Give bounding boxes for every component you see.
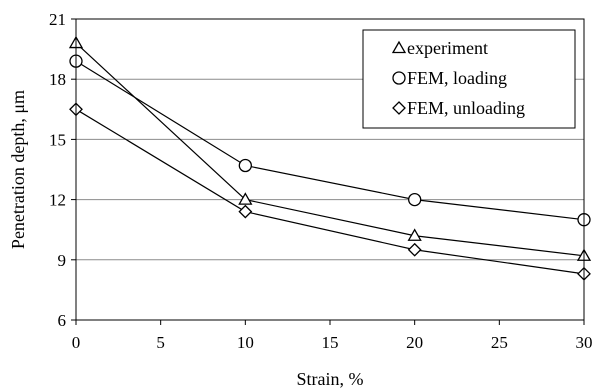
x-tick-label: 5 xyxy=(156,333,165,352)
legend-label: experiment xyxy=(407,38,488,58)
data-point-triangle xyxy=(407,228,422,241)
data-point-circle xyxy=(408,192,422,207)
series-diamond xyxy=(69,102,591,281)
y-tick-label: 12 xyxy=(49,191,66,210)
series-line xyxy=(75,60,585,221)
legend-marker-diamond xyxy=(392,101,406,115)
legend-marker-circle xyxy=(392,71,406,85)
ticks: 6 9 12 15 18 21 0 5 10 15 20 25 30 xyxy=(49,10,593,352)
legend-marker-triangle xyxy=(391,40,407,54)
data-point-diamond xyxy=(238,204,253,219)
x-axis-title: Strain, % xyxy=(297,369,364,389)
legend-label: FEM, unloading xyxy=(407,98,525,118)
x-tick-label: 20 xyxy=(406,333,423,352)
x-tick-label: 25 xyxy=(491,333,508,352)
y-tick-label: 6 xyxy=(58,311,67,330)
x-tick-label: 0 xyxy=(72,333,81,352)
legend-label: FEM, loading xyxy=(407,68,507,88)
data-point-diamond xyxy=(407,242,422,257)
data-point-triangle xyxy=(238,192,253,205)
y-tick-label: 21 xyxy=(49,10,66,29)
y-axis-title: Penetration depth, μm xyxy=(8,90,28,249)
y-tick-label: 9 xyxy=(58,251,67,270)
data-point-circle xyxy=(238,158,252,173)
y-tick-label: 15 xyxy=(49,130,66,149)
y-tick-label: 18 xyxy=(49,70,66,89)
x-tick-label: 15 xyxy=(322,333,339,352)
x-tick-label: 30 xyxy=(576,333,593,352)
series-line xyxy=(75,42,585,257)
legend: experiment FEM, loading FEM, unloading xyxy=(362,29,576,129)
x-tick-label: 10 xyxy=(237,333,254,352)
series-line xyxy=(75,108,585,275)
